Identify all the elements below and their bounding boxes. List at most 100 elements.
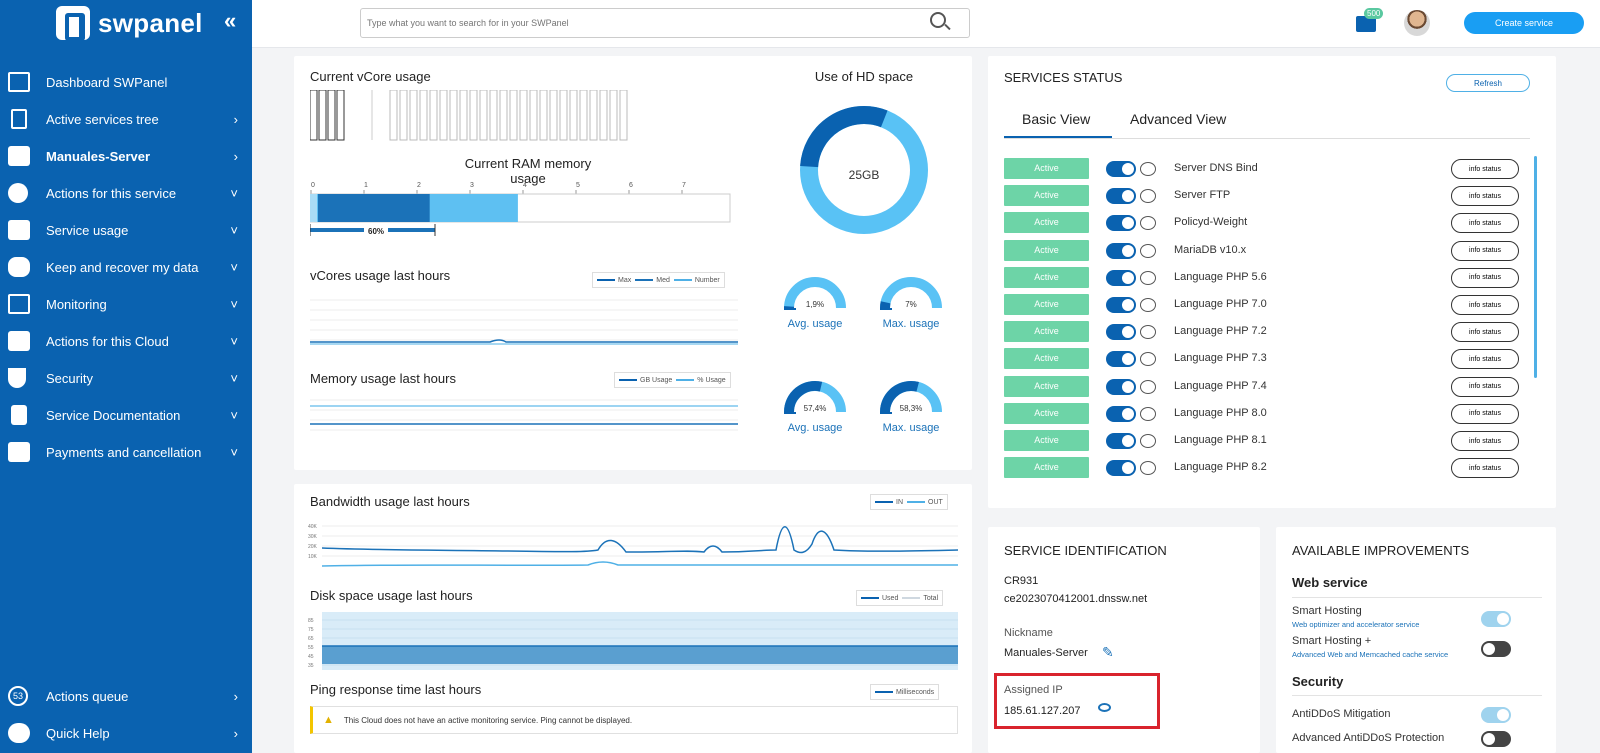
service-name: Policyd-Weight [1174, 216, 1248, 229]
info-status-button[interactable]: info status [1451, 431, 1519, 451]
vcore-free-bar [509, 90, 518, 141]
service-toggle[interactable] [1106, 161, 1136, 177]
restart-service-icon[interactable] [1140, 216, 1156, 231]
vcore-used-bar [318, 90, 327, 141]
refresh-button[interactable]: Refresh [1446, 74, 1530, 92]
info-status-button[interactable]: info status [1451, 376, 1519, 397]
service-toggle[interactable] [1106, 433, 1136, 449]
memory-chart-legend: GB Usage % Usage [614, 372, 731, 388]
database-icon [8, 257, 30, 277]
sidebar-item-active-services-tree[interactable]: Active services tree › [0, 101, 252, 138]
restart-service-icon[interactable] [1140, 270, 1156, 285]
restart-service-icon[interactable] [1140, 325, 1156, 340]
smart-hosting-plus-toggle[interactable] [1481, 641, 1511, 657]
credits-wallet-icon[interactable] [1356, 16, 1376, 32]
toolbox-icon [8, 331, 30, 351]
sidebar-item-actions-cloud[interactable]: Actions for this Cloud ˅ [0, 323, 252, 360]
collapse-sidebar-icon[interactable]: « [224, 8, 237, 33]
legend-label: Number [694, 276, 720, 284]
service-toggle[interactable] [1106, 378, 1136, 395]
logo-mark-icon [56, 6, 90, 41]
service-name: Language PHP 5.6 [1174, 270, 1267, 283]
create-service-button[interactable]: Create service [1464, 12, 1584, 34]
disk-y-tick: 85 [308, 618, 314, 624]
info-status-button[interactable]: info status [1451, 240, 1519, 261]
show-ip-eye-icon[interactable] [1098, 703, 1111, 712]
info-status-button[interactable]: info status [1451, 159, 1519, 179]
sidebar-item-dashboard[interactable]: Dashboard SWPanel [0, 64, 252, 101]
sidebar-item-quick-help[interactable]: Quick Help › [0, 715, 252, 752]
vcore-free-bar [559, 90, 568, 141]
smart-hosting-plus-desc: Advanced Web and Memcached cache service [1292, 650, 1449, 659]
disk-y-tick: 65 [308, 636, 314, 642]
legend-label: Milliseconds [896, 688, 935, 696]
search-icon[interactable] [930, 12, 946, 28]
info-status-button[interactable]: info status [1451, 295, 1519, 315]
restart-service-icon[interactable] [1140, 243, 1156, 258]
sidebar-item-label: Quick Help [46, 726, 110, 741]
tab-advanced-view[interactable]: Advanced View [1130, 111, 1227, 127]
chevron-down-icon: ˅ [230, 223, 238, 238]
service-toggle[interactable] [1106, 351, 1136, 368]
service-toggle[interactable] [1106, 324, 1136, 341]
avatar[interactable] [1404, 10, 1430, 36]
bandwidth-y-tick: 10K [308, 554, 318, 560]
smart-hosting-toggle[interactable] [1481, 611, 1511, 627]
service-toggle[interactable] [1106, 188, 1136, 205]
service-toggle[interactable] [1106, 460, 1136, 477]
legend-total: Total [902, 595, 938, 602]
info-status-button[interactable]: info status [1451, 403, 1519, 424]
edit-pencil-icon[interactable]: ✎ [1102, 644, 1114, 660]
antiddos-advanced-toggle[interactable] [1481, 731, 1511, 747]
vcore-avg-label: Avg. usage [787, 318, 843, 330]
info-status-button[interactable]: info status [1451, 267, 1519, 288]
service-name: Language PHP 8.0 [1174, 406, 1267, 419]
service-toggle[interactable] [1106, 269, 1136, 286]
service-toggle[interactable] [1106, 297, 1136, 313]
disk-used-area [322, 646, 958, 664]
vcore-free-bar [439, 90, 448, 141]
info-status-button[interactable]: info status [1451, 322, 1519, 343]
restart-service-icon[interactable] [1140, 379, 1156, 394]
sidebar-item-security[interactable]: Security ˅ [0, 360, 252, 397]
restart-service-icon[interactable] [1140, 352, 1156, 367]
ram-used-bar [318, 194, 430, 222]
service-toggle[interactable] [1106, 215, 1136, 232]
sidebar-item-actions-service[interactable]: Actions for this service ˅ [0, 175, 252, 212]
antiddos-toggle[interactable] [1481, 707, 1511, 723]
service-name: Server DNS Bind [1174, 162, 1258, 174]
vcore-usage-title: Current vCore usage [310, 69, 431, 84]
swpanel-logo[interactable]: swpanel [56, 6, 203, 41]
vcore-free-bar [519, 90, 528, 141]
search-input[interactable] [360, 8, 970, 38]
restart-service-icon[interactable] [1140, 298, 1156, 312]
services-scrollbar[interactable] [1534, 156, 1537, 378]
info-status-button[interactable]: info status [1451, 186, 1519, 207]
sidebar-item-payments[interactable]: Payments and cancellation ˅ [0, 434, 252, 471]
legend-number: Number [673, 276, 720, 284]
service-toggle[interactable] [1106, 405, 1136, 422]
sidebar-item-monitoring[interactable]: Monitoring ˅ [0, 286, 252, 323]
bandwidth-y-tick: 30K [308, 534, 318, 540]
service-status-badge: Active [1004, 402, 1089, 424]
vcore-usage-bars [310, 90, 628, 141]
restart-service-icon[interactable] [1140, 406, 1156, 421]
sidebar-item-actions-queue[interactable]: 53 Actions queue › [0, 678, 252, 715]
service-status-badge: Active [1004, 239, 1089, 261]
restart-service-icon[interactable] [1140, 434, 1156, 448]
service-toggle[interactable] [1106, 242, 1136, 259]
sidebar-item-service-usage[interactable]: Service usage ˅ [0, 212, 252, 249]
info-status-button[interactable]: info status [1451, 458, 1519, 479]
info-status-button[interactable]: info status [1451, 349, 1519, 370]
sidebar-item-label: Actions queue [46, 689, 129, 704]
restart-service-icon[interactable] [1140, 189, 1156, 204]
sidebar-item-manuales-server[interactable]: Manuales-Server › [0, 138, 252, 175]
service-row: Active Language PHP 8.2 info status [1004, 457, 1524, 479]
legend-label: Max [618, 276, 632, 284]
sidebar-item-documentation[interactable]: Service Documentation ˅ [0, 397, 252, 434]
restart-service-icon[interactable] [1140, 162, 1156, 176]
info-status-button[interactable]: info status [1451, 213, 1519, 234]
tab-basic-view[interactable]: Basic View [1022, 111, 1091, 127]
restart-service-icon[interactable] [1140, 461, 1156, 476]
sidebar-item-keep-recover[interactable]: Keep and recover my data ˅ [0, 249, 252, 286]
